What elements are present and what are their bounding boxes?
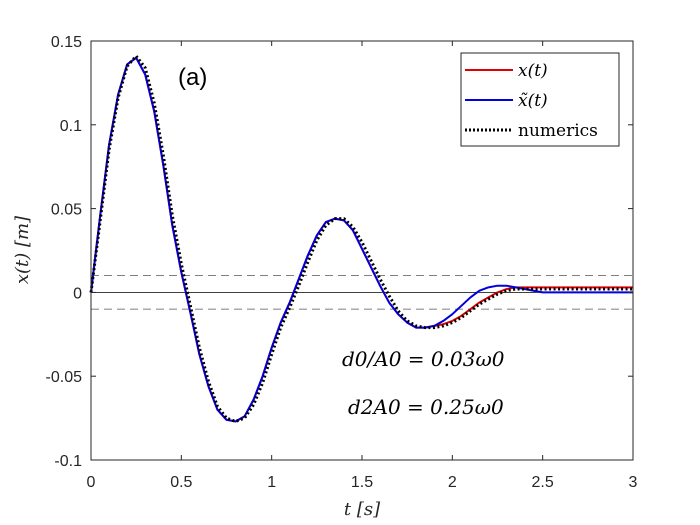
legend-label-x-tilde: x̃(t) (518, 91, 548, 111)
x-tick-label: 0.5 (170, 474, 192, 491)
x-tick-label: 1 (267, 474, 276, 491)
y-tick-label: 0.1 (60, 118, 82, 135)
y-tick-label: -0.1 (54, 453, 82, 470)
panel-label: (a) (178, 64, 207, 91)
annotation-d2: d2A0 = 0.25ω0 (348, 395, 504, 419)
annotation-d0: d0/A0 = 0.03ω0 (342, 347, 505, 371)
y-tick-label: 0.05 (51, 202, 82, 219)
y-tick-label: -0.05 (46, 369, 83, 386)
x-tick-label: 2.5 (532, 474, 554, 491)
y-tick-label: 0.15 (51, 34, 82, 51)
x-tick-label: 1.5 (351, 474, 373, 491)
y-axis-label: x(t) [m] (12, 215, 33, 284)
x-axis-label: t [s] (344, 499, 381, 520)
legend-label-x: x(t) (518, 61, 548, 81)
x-tick-label: 3 (629, 474, 638, 491)
legend: x(t) x̃(t) numerics (460, 52, 620, 147)
legend-label-numerics: numerics (518, 121, 598, 141)
series-line-numerics (89, 54, 633, 423)
x-tick-label: 2 (448, 474, 457, 491)
ticks-layer: 0 0.5 1 1.5 2 2.5 3 -0.1 -0.05 0 0.05 0.1 0.15 (46, 34, 638, 491)
series-layer (89, 54, 633, 423)
x-tick-label: 0 (87, 474, 96, 491)
y-tick-label: 0 (73, 285, 82, 302)
